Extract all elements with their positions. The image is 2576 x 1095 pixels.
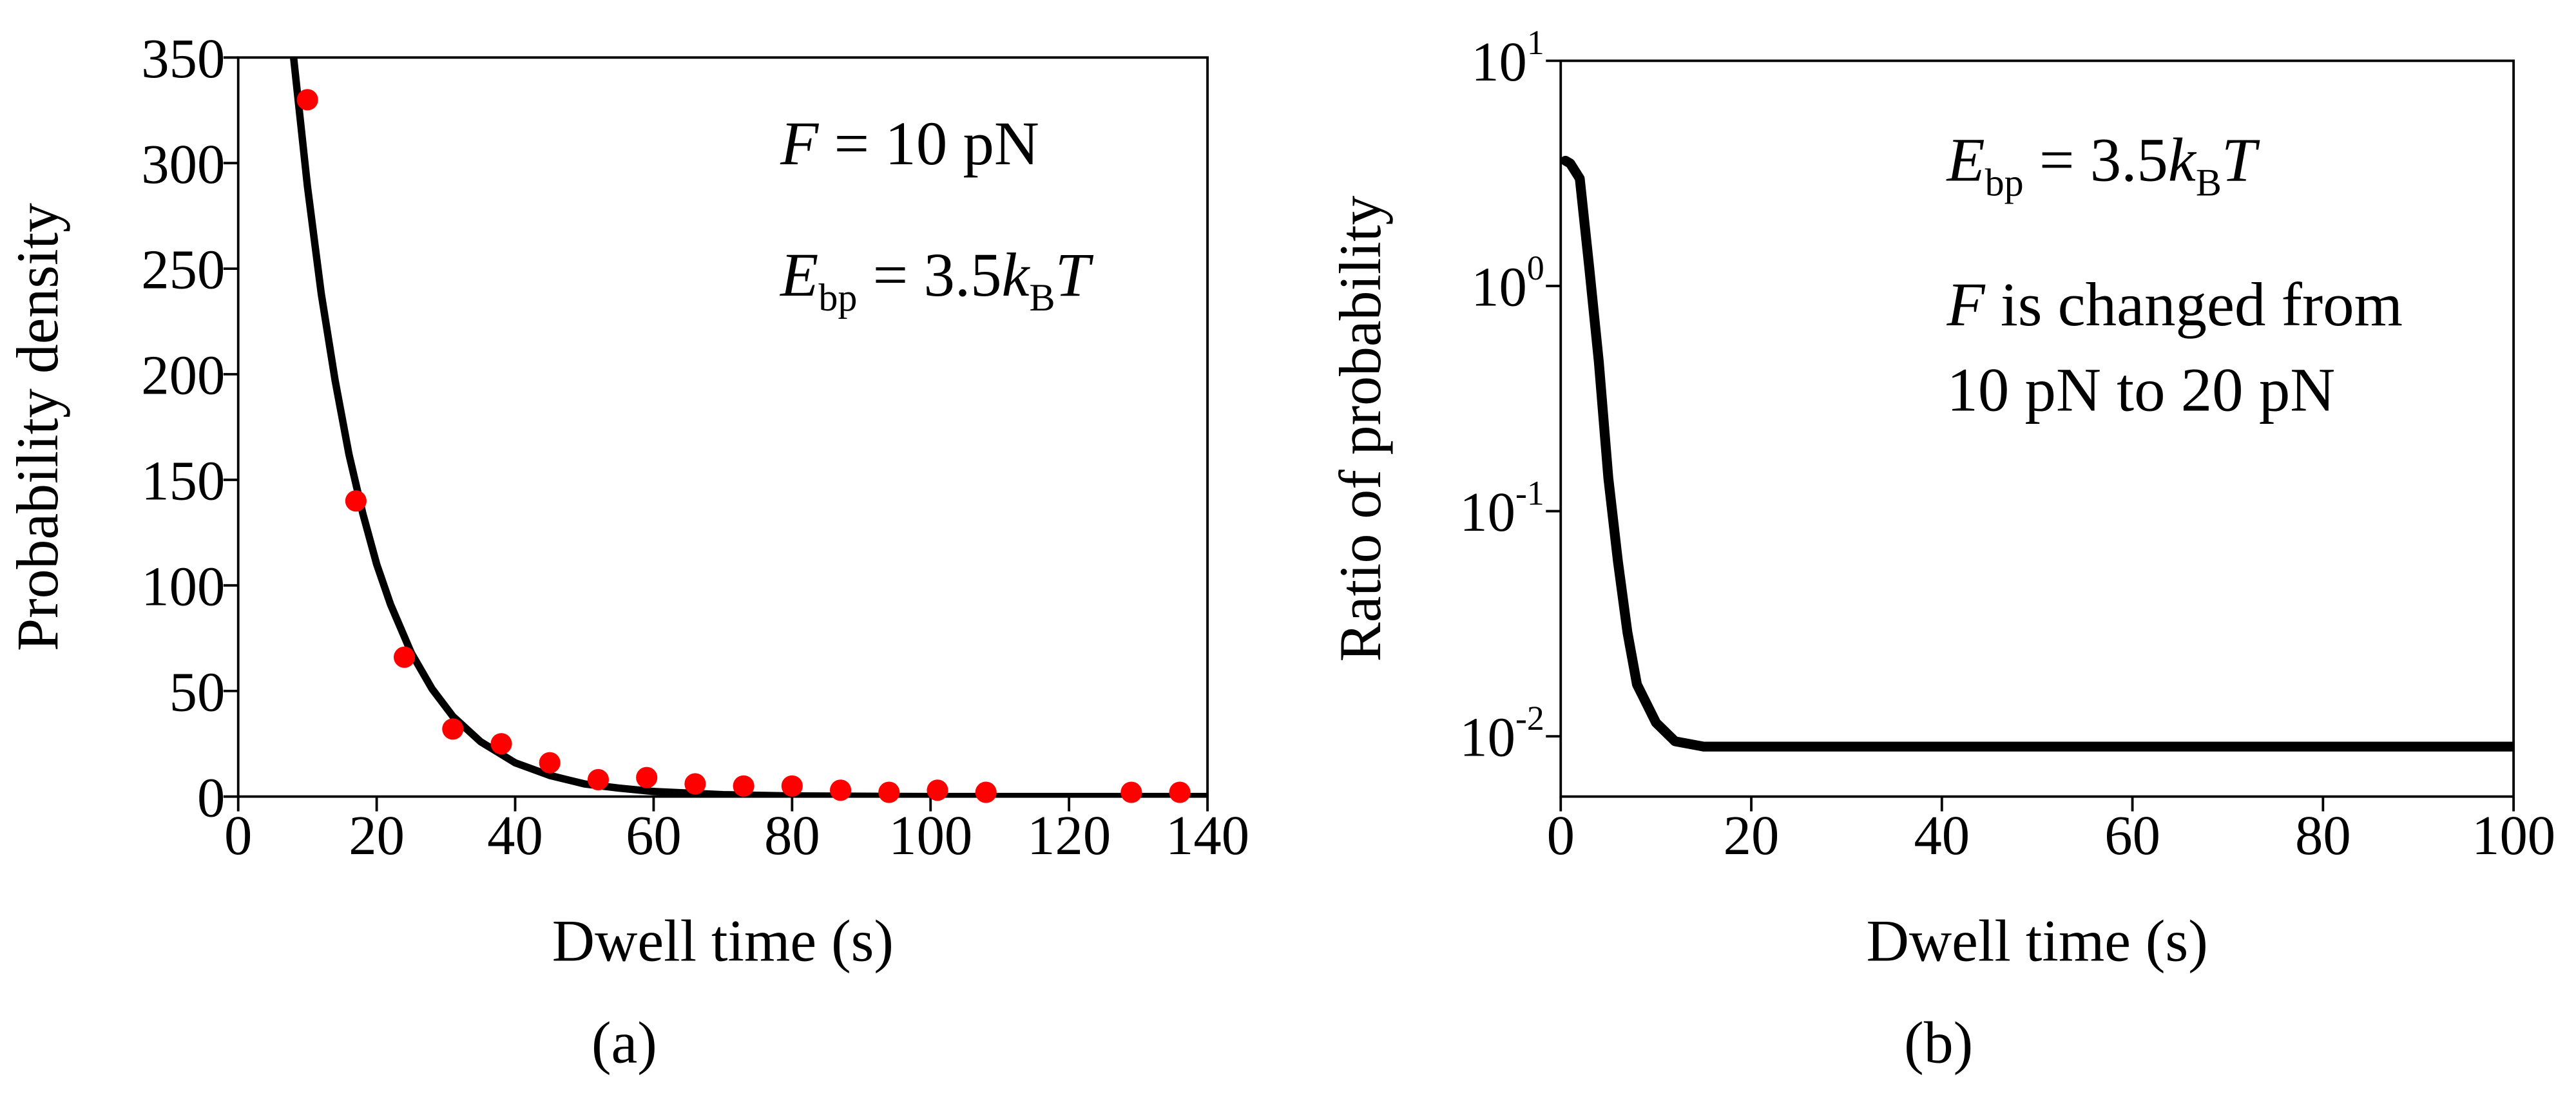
annotation: Ebp = 3.5kBT bbox=[779, 240, 1093, 319]
annotation-run: T bbox=[2222, 126, 2260, 195]
y-axis-title: Probability density bbox=[5, 203, 70, 651]
annotation: Ebp = 3.5kBT bbox=[1945, 126, 2260, 204]
data-point bbox=[490, 733, 512, 755]
y-tick-label: 200 bbox=[141, 345, 225, 406]
x-tick-label: 0 bbox=[1547, 805, 1575, 866]
data-point bbox=[442, 718, 464, 740]
line-line bbox=[1561, 155, 2514, 752]
y-tick-base: 10 bbox=[1471, 256, 1527, 318]
annotation-run: k bbox=[2168, 126, 2197, 195]
y-tick-label: 300 bbox=[141, 133, 225, 195]
data-point bbox=[927, 779, 948, 801]
y-tick-label: 100 bbox=[1471, 249, 1544, 318]
x-tick-label: 0 bbox=[224, 805, 252, 866]
x-tick-label: 100 bbox=[2472, 805, 2555, 866]
y-tick-exponent: -1 bbox=[1515, 473, 1544, 512]
annotation-run: B bbox=[1030, 276, 1055, 319]
x-tick-label: 40 bbox=[1914, 805, 1970, 866]
y-tick-base: 10 bbox=[1459, 481, 1515, 543]
y-tick-label: 150 bbox=[141, 450, 225, 512]
data-point bbox=[829, 779, 852, 801]
panel-label: (b) bbox=[1904, 1010, 1973, 1076]
annotation-run: bp bbox=[1985, 160, 2024, 204]
annotation-run: is changed from bbox=[1985, 270, 2403, 339]
annotation-run: = 3.5 bbox=[2024, 126, 2168, 195]
data-point bbox=[975, 781, 997, 803]
x-axis-title: Dwell time (s) bbox=[552, 908, 894, 974]
y-tick-exponent: -2 bbox=[1515, 699, 1544, 738]
y-tick-label: 350 bbox=[141, 28, 225, 90]
x-tick-label: 20 bbox=[349, 805, 405, 866]
annotation-run: E bbox=[1945, 126, 1985, 195]
annotation: F is changed from bbox=[1946, 270, 2403, 339]
data-point bbox=[1169, 781, 1191, 803]
annotation-run: k bbox=[1002, 240, 1031, 309]
data-point bbox=[636, 766, 658, 788]
data-point bbox=[733, 775, 755, 797]
x-tick-label: 100 bbox=[889, 805, 972, 866]
y-tick-label: 10-1 bbox=[1459, 473, 1544, 543]
data-point bbox=[1120, 781, 1142, 803]
x-tick-label: 40 bbox=[487, 805, 543, 866]
y-tick-label: 250 bbox=[141, 239, 225, 301]
annotation-run: T bbox=[1055, 240, 1094, 309]
x-tick-label: 120 bbox=[1027, 805, 1111, 866]
y-tick-exponent: 1 bbox=[1527, 23, 1544, 62]
data-point bbox=[684, 773, 706, 795]
annotation-run: bp bbox=[818, 276, 857, 319]
annotation-run: B bbox=[2196, 160, 2222, 204]
y-tick-label: 101 bbox=[1471, 23, 1544, 93]
data-point bbox=[394, 646, 416, 668]
data-point bbox=[587, 768, 610, 791]
y-tick-exponent: 0 bbox=[1527, 249, 1544, 287]
plot-frame bbox=[236, 56, 1209, 798]
y-tick-base: 10 bbox=[1471, 31, 1527, 93]
data-point bbox=[878, 781, 900, 803]
data-point bbox=[296, 89, 318, 111]
annotation-run: = 3.5 bbox=[857, 240, 1001, 309]
annotation-run: E bbox=[779, 240, 818, 309]
y-tick-label: 100 bbox=[141, 555, 225, 617]
x-tick-label: 20 bbox=[1724, 805, 1780, 866]
x-axis-title: Dwell time (s) bbox=[1867, 908, 2208, 974]
annotation: 10 pN to 20 pN bbox=[1946, 355, 2335, 424]
plot-frame bbox=[1559, 59, 2515, 798]
data-point bbox=[539, 752, 561, 774]
x-tick-label: 60 bbox=[626, 805, 682, 866]
y-tick-label: 10-2 bbox=[1459, 699, 1544, 768]
annotation-run: F bbox=[1946, 270, 1985, 339]
x-tick-label: 60 bbox=[2104, 805, 2160, 866]
y-tick-base: 10 bbox=[1459, 707, 1515, 768]
x-tick-label: 80 bbox=[764, 805, 820, 866]
y-tick-label: 0 bbox=[197, 766, 225, 828]
fit-line bbox=[289, 57, 1208, 797]
x-tick-label: 80 bbox=[2295, 805, 2351, 866]
annotation: F = 10 pN bbox=[780, 109, 1039, 178]
annotation-run: F bbox=[780, 109, 819, 178]
annotation-run: = 10 pN bbox=[818, 109, 1039, 178]
y-tick-label: 50 bbox=[169, 661, 226, 723]
annotation-run: 10 pN to 20 pN bbox=[1946, 355, 2335, 424]
x-tick-label: 140 bbox=[1166, 805, 1249, 866]
panel-label: (a) bbox=[591, 1010, 657, 1076]
y-axis-title: Ratio of probability bbox=[1327, 195, 1393, 662]
data-point bbox=[781, 775, 803, 797]
data-point bbox=[345, 490, 367, 512]
